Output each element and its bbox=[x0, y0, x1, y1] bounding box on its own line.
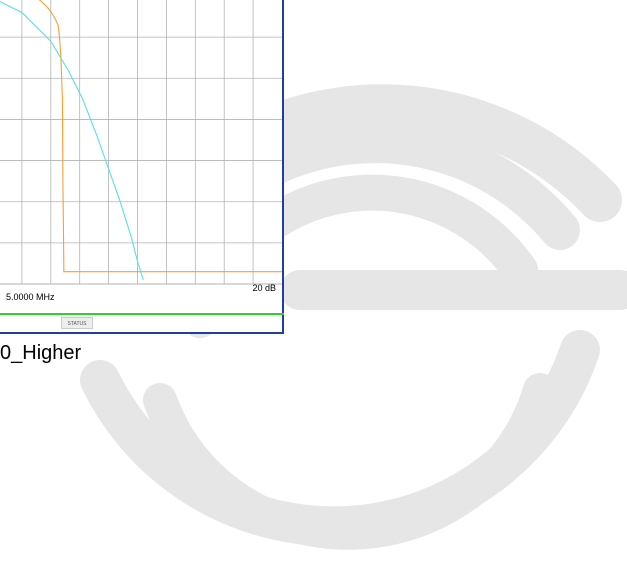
spectrum-plot bbox=[0, 0, 282, 285]
center-frequency-label: 5.0000 MHz bbox=[6, 292, 55, 302]
trace-line-1 bbox=[38, 0, 282, 273]
reference-level-label: 20 dB bbox=[252, 283, 276, 293]
trace-layer bbox=[0, 0, 282, 281]
watermark-arc-lower-2 bbox=[143, 373, 557, 550]
status-button[interactable]: STATUS bbox=[61, 317, 93, 329]
spectrum-analyzer-window: 20 dB 5.0000 MHz STATUS bbox=[0, 0, 284, 334]
figure-caption: 0_Higher bbox=[0, 342, 82, 364]
status-bar bbox=[0, 313, 284, 315]
grid-layer bbox=[0, 0, 282, 285]
trace-line-2 bbox=[0, 0, 144, 281]
